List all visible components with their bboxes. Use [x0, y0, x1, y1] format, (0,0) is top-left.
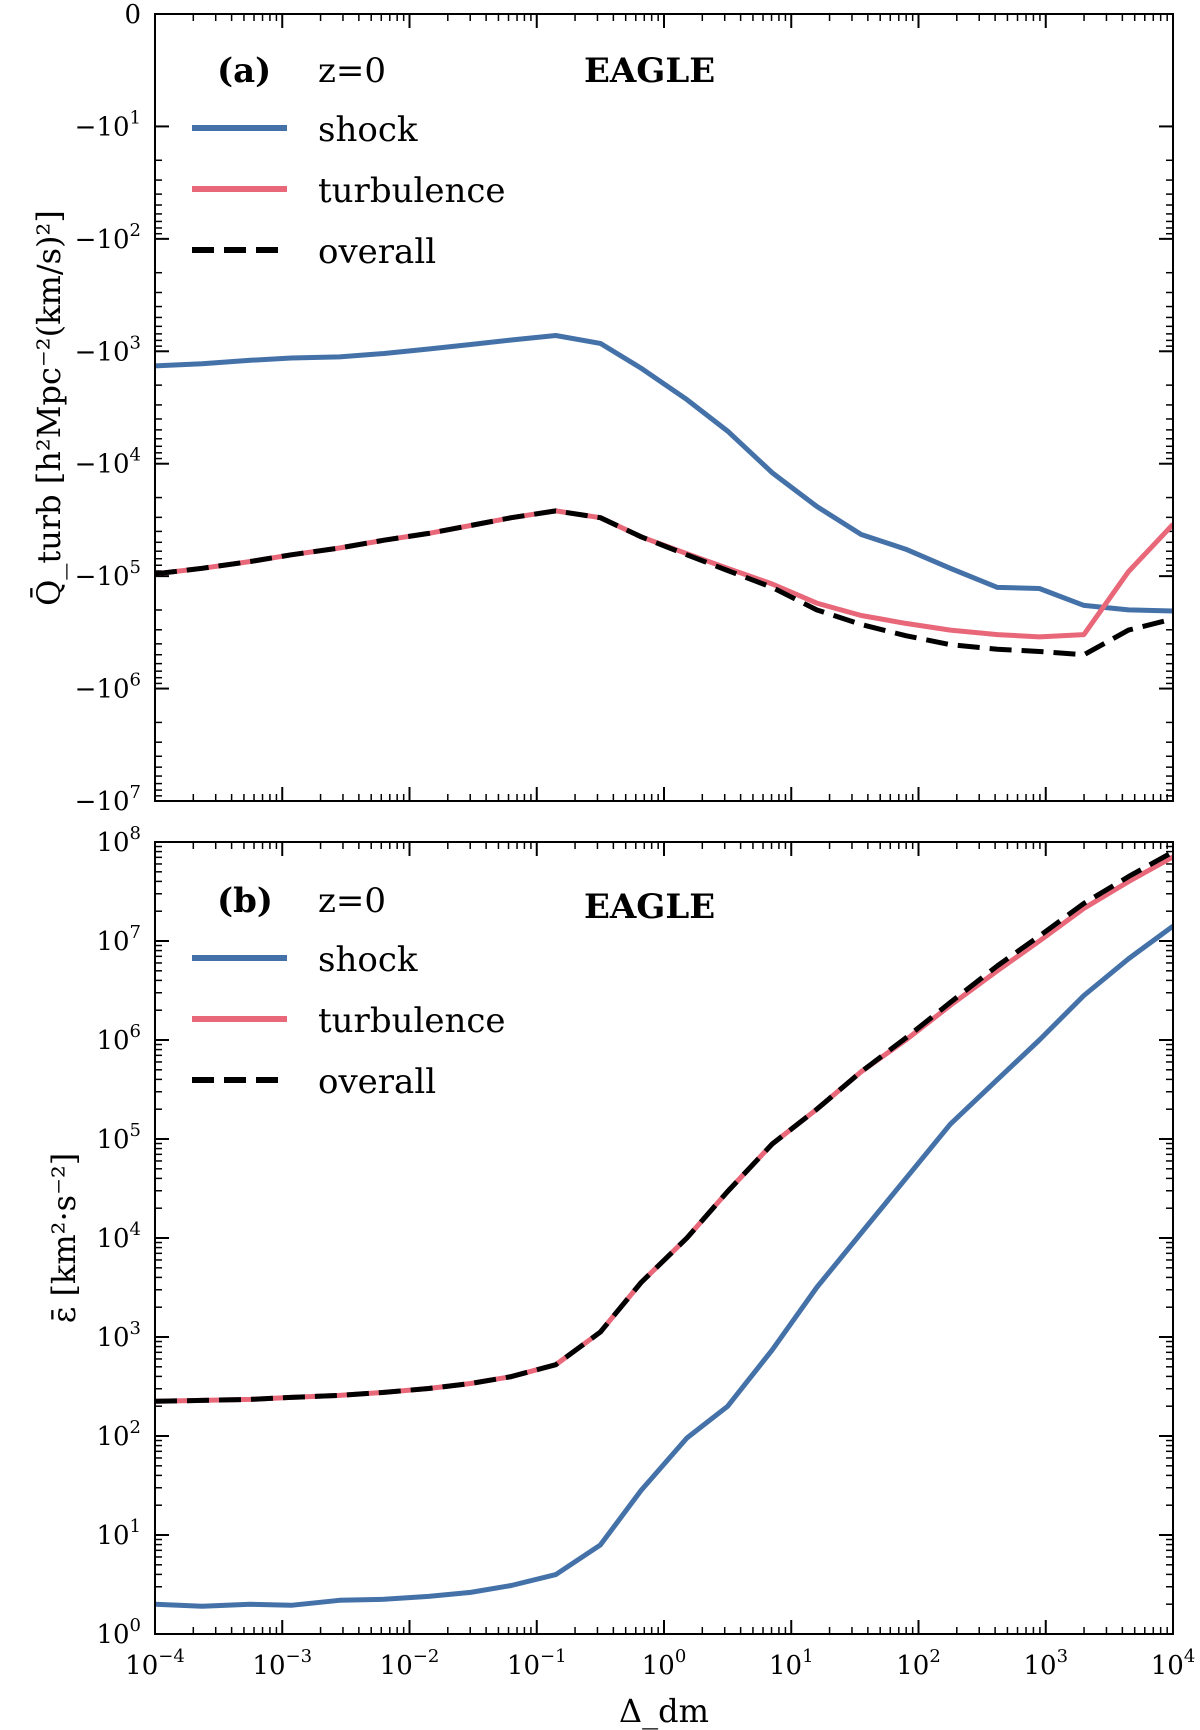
panel-a-legend-shock-label: shock: [318, 110, 418, 150]
x-tick-label: 10−4: [125, 1646, 185, 1681]
panel-b-ticks: 10−4 10−3 10−2 10−1 100 101 102 103 104 108 107 106…: [96, 823, 1195, 1681]
panel-a-ylabel: Q̄_turb [h²Mpc⁻²(km/s)²]: [30, 210, 68, 606]
panel-b-ylabel: ε̄ [km²·s⁻²]: [45, 1153, 83, 1324]
x-tick-label: 100: [642, 1646, 687, 1681]
panel-b-series-overall: [155, 849, 1173, 1404]
panel-a-redshift: z=0: [318, 51, 386, 91]
panel-b-simulation: EAGLE: [584, 887, 715, 927]
y-tick-label: 108: [96, 823, 141, 858]
y-tick-label: −105: [75, 557, 141, 592]
panel-a-legend-turbulence-label: turbulence: [318, 171, 506, 211]
y-tick-label: −102: [75, 220, 141, 255]
x-axis-title: Δ_dm: [619, 1692, 709, 1730]
panel-a-legend-overall-label: overall: [318, 232, 436, 272]
panel-a-series-overall: [155, 508, 1173, 658]
panel-a-series-turbulence: [155, 508, 1173, 640]
panel-b-label: (b): [217, 881, 273, 921]
y-tick-label: 106: [96, 1021, 141, 1056]
panel-b-lines: [155, 849, 1173, 1609]
panel-a-frame: [154, 13, 1174, 802]
x-tick-label: 102: [896, 1646, 941, 1681]
panel-a-series-shock: [155, 333, 1173, 614]
panel-a-legend: (a) z=0 EAGLE shock turbulence overall: [192, 51, 715, 272]
panel-b: 10−4 10−3 10−2 10−1 100 101 102 103 104 108 107 106…: [45, 823, 1195, 1681]
panel-a-simulation: EAGLE: [584, 51, 715, 91]
x-tick-label: 103: [1023, 1646, 1068, 1681]
panel-b-series-turbulence: [155, 854, 1173, 1404]
panel-b-legend-turbulence-label: turbulence: [318, 1001, 506, 1041]
panel-a: 0 −101 −102 −103 −104 −105 −106 −107 (a) z=0 EA…: [30, 0, 1174, 817]
panel-a-label: (a): [217, 51, 271, 91]
y-tick-label: 107: [96, 922, 141, 957]
y-tick-label: −104: [75, 445, 141, 480]
y-tick-label: 102: [96, 1417, 141, 1452]
x-tick-label: 101: [769, 1646, 814, 1681]
panel-b-frame: [154, 841, 1174, 1635]
y-tick-label: −101: [75, 107, 141, 142]
y-tick-label: 101: [96, 1516, 141, 1551]
y-tick-label: 104: [96, 1219, 141, 1254]
x-tick-label: 10−2: [380, 1646, 440, 1681]
x-tick-label: 104: [1151, 1646, 1196, 1681]
y-tick-label: −106: [75, 670, 141, 705]
panel-b-legend: (b) z=0 EAGLE shock turbulence overall: [192, 881, 715, 1102]
x-tick-label: 10−3: [252, 1646, 312, 1681]
y-tick-label: −107: [75, 782, 141, 817]
panel-a-ticks: 0 −101 −102 −103 −104 −105 −106 −107: [75, 0, 1174, 817]
x-tick-label: 10−1: [507, 1646, 567, 1681]
panel-b-series-shock: [155, 924, 1173, 1609]
panel-a-lines: [155, 333, 1173, 658]
panel-b-legend-shock-label: shock: [318, 940, 418, 980]
y-tick-label: 100: [96, 1615, 141, 1650]
panel-b-legend-overall-label: overall: [318, 1062, 436, 1102]
y-tick-label: 103: [96, 1318, 141, 1353]
y-tick-label: −103: [75, 332, 141, 367]
panel-b-redshift: z=0: [318, 881, 386, 921]
y-tick-label: 0: [124, 0, 141, 30]
y-tick-label: 105: [96, 1120, 141, 1155]
